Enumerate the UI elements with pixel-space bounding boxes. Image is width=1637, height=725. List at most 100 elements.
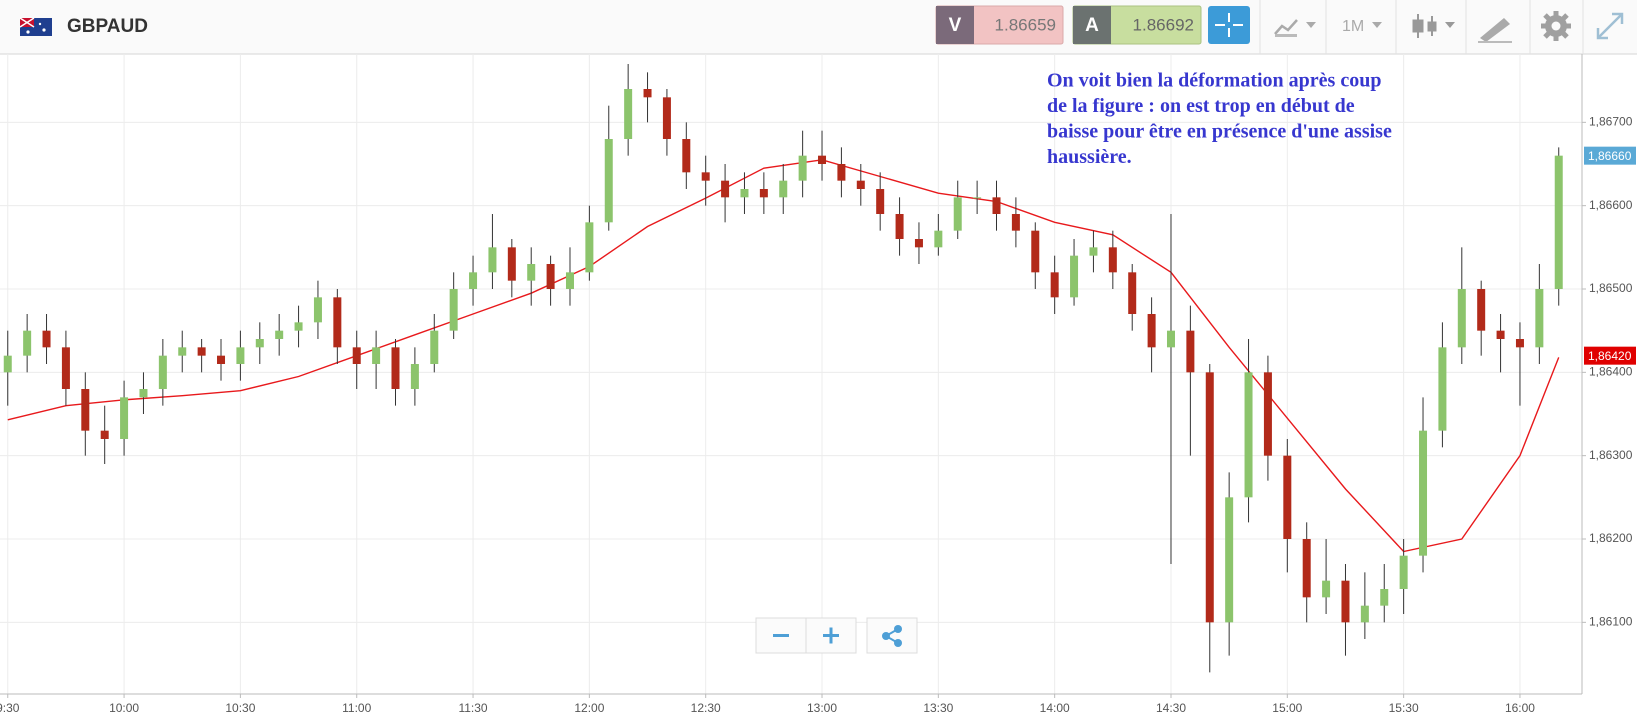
candle-body <box>352 347 361 364</box>
annotation-line: de la figure : on est trop en début de <box>1047 95 1355 117</box>
crosshair-button[interactable] <box>1208 6 1250 44</box>
x-tick-label: 11:30 <box>458 701 487 715</box>
x-tick-label: 14:30 <box>1156 701 1186 715</box>
candle-body <box>139 389 148 398</box>
x-tick-label: 10:00 <box>109 701 139 715</box>
candle-body <box>604 139 613 223</box>
drawing-button[interactable] <box>1478 18 1512 43</box>
annotation-line: baisse pour être en présence d'une assis… <box>1047 121 1392 143</box>
annotation: On voit bien la déformation après coup de… <box>1047 70 1392 169</box>
candle-body <box>3 355 12 373</box>
ma-layer <box>7 159 1560 553</box>
candle-body <box>1186 330 1195 373</box>
candle-body <box>158 355 167 389</box>
candle-body <box>1457 289 1466 348</box>
moving-average-line <box>7 159 1560 553</box>
candle-body <box>120 397 129 439</box>
candle-body <box>1380 589 1389 606</box>
candle-body <box>1205 372 1214 623</box>
candle-body <box>61 347 70 389</box>
candle-body <box>914 239 923 248</box>
candle-body <box>818 155 827 164</box>
x-tick-label: 10:30 <box>225 701 255 715</box>
axis-layer: 1,86100 1,86200 1,86300 1,86400 1,86500 1,866… <box>0 115 1636 715</box>
candle-body <box>1031 230 1040 273</box>
candle-style-button[interactable] <box>1412 14 1455 38</box>
sell-label: V <box>949 15 962 36</box>
candle-body <box>1515 339 1524 348</box>
share-button[interactable] <box>866 617 918 654</box>
x-tick-label: 15:00 <box>1272 701 1302 715</box>
candle-body <box>255 339 264 348</box>
candle-body <box>1128 272 1137 314</box>
candle-body <box>837 164 846 181</box>
candle-body <box>895 214 904 239</box>
candle-body <box>1283 455 1292 539</box>
candle-body <box>275 330 284 339</box>
price-marker-label: 1,86660 <box>1588 149 1632 163</box>
candle-body <box>701 172 710 181</box>
header: GBPAUD V 1.86659 A 1.86692 1M <box>0 0 1637 55</box>
candle-layer <box>3 64 1563 673</box>
annotation-line: On voit bien la déformation après coup <box>1047 70 1381 92</box>
candle-body <box>934 230 943 248</box>
price-marker <box>1584 146 1636 165</box>
candle-body <box>1419 430 1428 556</box>
candle-body <box>42 330 51 348</box>
candle-body <box>1225 497 1234 623</box>
fullscreen-button[interactable] <box>1596 12 1624 40</box>
candle-body <box>1438 347 1447 431</box>
interval-button[interactable]: 1M <box>1342 18 1382 35</box>
candle-body <box>662 97 671 139</box>
candle-body <box>527 264 536 281</box>
candle-body <box>992 197 1001 214</box>
candle-body <box>740 189 749 198</box>
y-tick-label: 1,86300 <box>1589 448 1633 462</box>
zoom-in-button[interactable] <box>805 617 857 654</box>
x-tick-label: 16:00 <box>1505 701 1535 715</box>
candle-body <box>217 355 226 364</box>
sell-button[interactable]: V 1.86659 <box>935 5 1064 45</box>
candle-body <box>643 89 652 98</box>
zoom-out-button[interactable] <box>755 617 807 654</box>
sell-price: 1.86659 <box>995 15 1056 34</box>
candle-body <box>1011 214 1020 231</box>
y-tick-label: 1,86500 <box>1589 281 1633 295</box>
candle-body <box>1108 247 1117 273</box>
candle-body <box>294 322 303 331</box>
x-tick-label: 13:30 <box>923 701 953 715</box>
candle-body <box>1070 255 1079 298</box>
settings-button[interactable] <box>1541 11 1571 41</box>
price-marker-label: 1,86420 <box>1588 349 1632 363</box>
candle-body <box>197 347 206 356</box>
candle-body <box>1166 330 1175 348</box>
candle-body <box>624 89 633 139</box>
candle-body <box>391 347 400 389</box>
candle-body <box>469 272 478 289</box>
y-tick-label: 1,86200 <box>1589 531 1633 545</box>
buy-button[interactable]: A 1.86692 <box>1072 5 1202 45</box>
candle-body <box>759 189 768 198</box>
candle-body <box>585 222 594 273</box>
candle-body <box>430 330 439 364</box>
candle-body <box>449 289 458 331</box>
candle-body <box>236 347 245 364</box>
candle-body <box>1244 372 1253 498</box>
candle-body <box>953 197 962 231</box>
candle-body <box>1399 555 1408 589</box>
flag-icon <box>19 17 52 36</box>
candle-body <box>1535 289 1544 348</box>
buy-label: A <box>1085 15 1099 36</box>
x-tick-label: 14:00 <box>1040 701 1070 715</box>
candle-body <box>779 180 788 198</box>
x-tick-label: 12:30 <box>691 701 721 715</box>
candle-body <box>23 330 32 356</box>
x-tick-label: 15:30 <box>1389 701 1419 715</box>
symbol: GBPAUD <box>67 16 148 37</box>
header-bg <box>0 0 1637 54</box>
chart-type-button[interactable] <box>1274 19 1316 37</box>
candle-body <box>1360 605 1369 623</box>
toolbar-separators <box>1259 0 1584 54</box>
